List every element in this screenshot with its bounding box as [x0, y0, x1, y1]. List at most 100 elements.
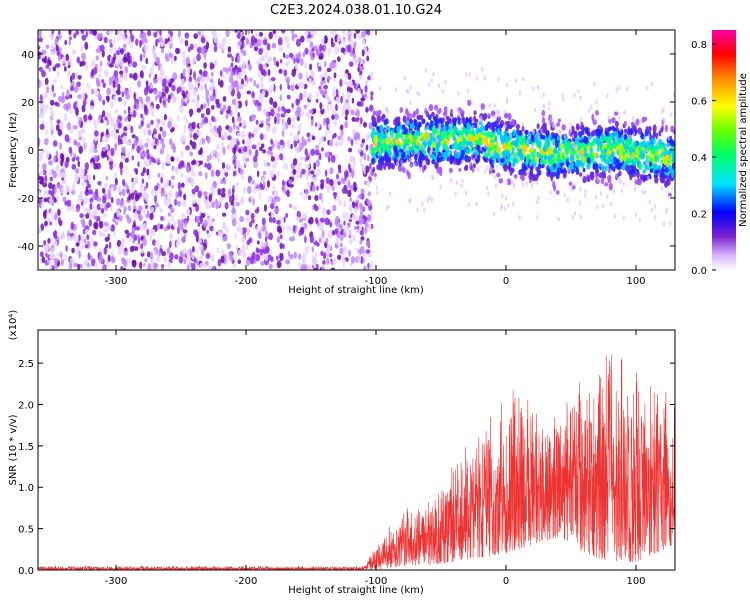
halo-dot: [622, 215, 625, 221]
halo-dot: [569, 122, 572, 128]
noise-dot: [84, 207, 88, 215]
signal-dot: [663, 157, 667, 164]
noise-dot: [299, 142, 304, 150]
noise-dot: [161, 143, 166, 150]
noise-dot: [314, 252, 318, 257]
noise-dot: [93, 162, 99, 170]
noise-dot: [251, 91, 255, 99]
noise-dot: [99, 203, 105, 209]
noise-dot: [56, 119, 61, 124]
noise-dot: [77, 94, 82, 99]
signal-dot: [416, 144, 420, 151]
signal-dot: [596, 147, 600, 152]
noise-dot: [172, 145, 176, 154]
noise-dot: [281, 106, 285, 112]
snr-x-tick-label: -300: [105, 576, 128, 587]
noise-dot: [205, 41, 210, 50]
noise-dot: [103, 227, 109, 233]
noise-dot: [225, 30, 230, 38]
noise-dot: [142, 238, 147, 247]
noise-dot: [324, 93, 328, 100]
noise-dot: [110, 197, 114, 204]
noise-dot: [207, 203, 212, 209]
halo-dot: [460, 183, 463, 189]
halo-dot: [410, 163, 413, 169]
noise-dot: [185, 165, 190, 173]
noise-dot: [205, 252, 211, 259]
noise-dot: [212, 80, 215, 89]
noise-dot: [125, 141, 131, 146]
noise-dot: [146, 228, 149, 236]
noise-dot: [241, 236, 246, 244]
noise-dot: [237, 71, 242, 80]
halo-dot: [505, 180, 508, 185]
noise-dot: [124, 116, 127, 122]
noise-dot: [227, 105, 232, 111]
noise-dot: [141, 178, 145, 184]
noise-dot: [94, 130, 99, 137]
noise-dot: [59, 171, 65, 179]
noise-dot: [268, 216, 273, 223]
noise-dot: [185, 90, 188, 95]
noise-dot: [313, 108, 317, 114]
noise-dot: [73, 102, 77, 110]
noise-dot: [358, 215, 362, 224]
noise-dot: [135, 226, 141, 231]
noise-dot: [62, 196, 67, 202]
noise-dot: [51, 254, 56, 259]
halo-dot: [662, 221, 666, 226]
noise-dot: [171, 184, 174, 189]
noise-dot: [261, 143, 265, 149]
halo-dot: [656, 137, 660, 143]
halo-dot: [505, 195, 508, 201]
signal-dot: [452, 135, 457, 141]
noise-dot: [311, 80, 317, 86]
noise-dot: [168, 180, 172, 187]
noise-dot: [82, 136, 85, 144]
noise-dot: [125, 93, 130, 100]
halo-dot: [424, 106, 427, 111]
noise-dot: [252, 198, 255, 206]
noise-dot: [259, 249, 263, 256]
noise-dot: [240, 31, 243, 39]
signal-dot: [463, 165, 468, 172]
noise-dot: [303, 62, 307, 69]
noise-dot: [84, 244, 89, 249]
halo-dot: [487, 190, 490, 196]
noise-dot: [81, 92, 86, 101]
noise-dot: [94, 155, 98, 162]
noise-dot: [39, 123, 45, 130]
noise-dot: [212, 33, 218, 39]
halo-dot: [613, 151, 616, 157]
noise-dot: [76, 56, 81, 64]
signal-dot: [456, 138, 460, 143]
noise-dot: [139, 70, 144, 78]
signal-dot: [539, 159, 544, 165]
noise-dot: [153, 78, 158, 84]
noise-dot: [213, 44, 218, 53]
halo-dot: [468, 72, 471, 78]
noise-dot: [183, 233, 187, 240]
signal-dot: [636, 178, 641, 186]
noise-dot: [318, 192, 323, 201]
signal-dot: [477, 132, 483, 140]
noise-dot: [276, 117, 280, 125]
noise-dot: [227, 135, 232, 141]
signal-dot: [442, 111, 448, 117]
halo-dot: [557, 216, 560, 222]
halo-dot: [488, 103, 491, 108]
noise-dot: [266, 162, 271, 167]
noise-dot: [152, 158, 157, 164]
signal-dot: [538, 148, 543, 154]
noise-dot: [235, 196, 239, 201]
signal-dot: [516, 128, 520, 135]
signal-dot: [515, 123, 521, 130]
halo-dot: [527, 168, 530, 174]
halo-dot: [634, 212, 637, 218]
noise-dot: [313, 263, 317, 269]
noise-dot: [332, 134, 335, 140]
noise-dot: [61, 56, 66, 64]
signal-dot: [513, 174, 518, 179]
noise-dot: [129, 73, 133, 79]
noise-dot: [299, 156, 305, 161]
